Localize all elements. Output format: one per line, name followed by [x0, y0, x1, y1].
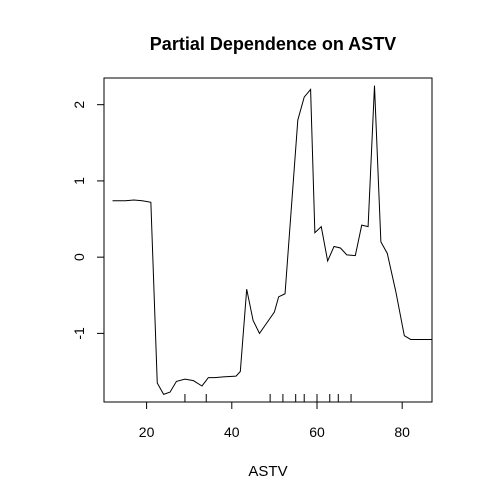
- y-tick-label: 2: [71, 101, 87, 109]
- y-tick-label: -1: [71, 327, 87, 340]
- series-line: [112, 85, 432, 395]
- rug-marks: [184, 394, 352, 402]
- x-tick-label: 60: [309, 424, 325, 440]
- y-tick-label: 1: [71, 177, 87, 185]
- y-tick-label: 0: [71, 253, 87, 261]
- x-axis: 20 40 60 80: [139, 402, 410, 440]
- x-tick-label: 80: [394, 424, 410, 440]
- x-tick-label: 40: [224, 424, 240, 440]
- plot-frame: [103, 77, 433, 403]
- chart-title: Partial Dependence on ASTV: [150, 34, 396, 54]
- y-axis: -1 0 1 2: [71, 101, 104, 340]
- x-axis-label: ASTV: [248, 463, 287, 480]
- x-tick-label: 20: [139, 424, 155, 440]
